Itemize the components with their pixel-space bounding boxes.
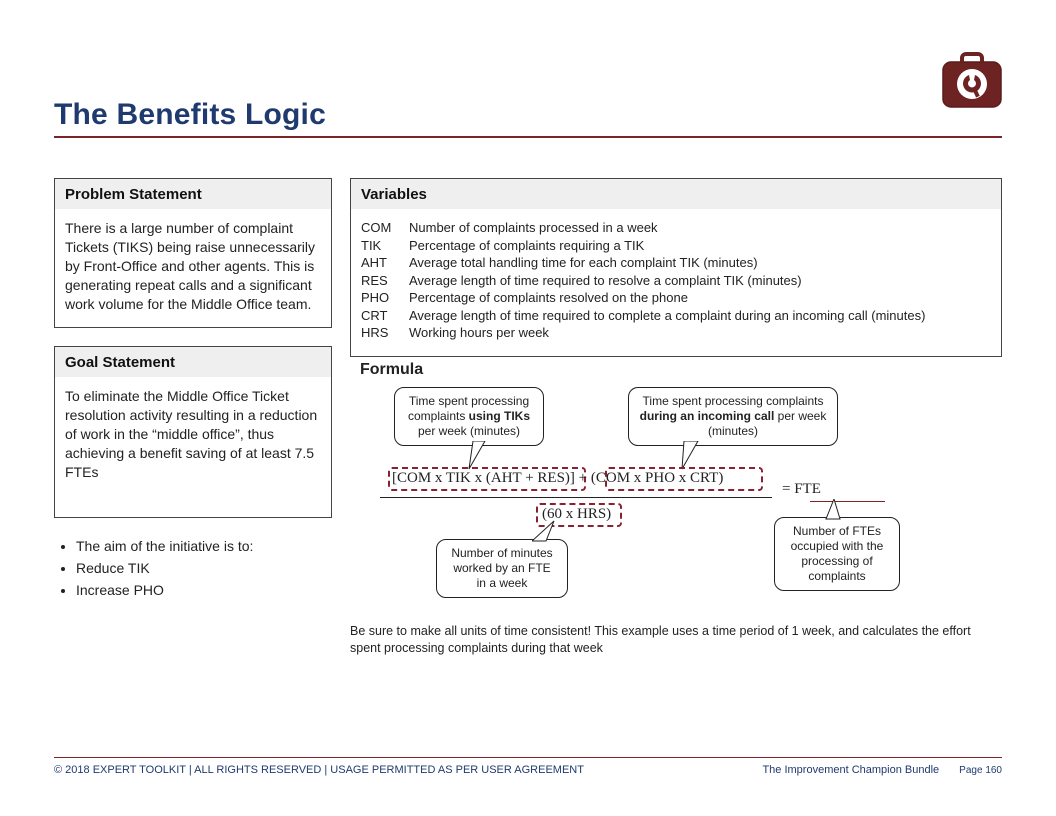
variable-row: HRSWorking hours per week bbox=[361, 324, 991, 342]
variable-key: HRS bbox=[361, 324, 409, 342]
variable-row: AHTAverage total handling time for each … bbox=[361, 254, 991, 272]
variable-key: COM bbox=[361, 219, 409, 237]
variable-key: AHT bbox=[361, 254, 409, 272]
variable-row: PHOPercentage of complaints resolved on … bbox=[361, 289, 991, 307]
variable-key: TIK bbox=[361, 237, 409, 255]
footer-copyright: © 2018 EXPERT TOOLKIT | ALL RIGHTS RESER… bbox=[54, 764, 584, 776]
bullet-item: Reduce TIK bbox=[76, 558, 332, 580]
variable-row: TIKPercentage of complaints requiring a … bbox=[361, 237, 991, 255]
formula-diagram: Time spent processing complaints using T… bbox=[350, 387, 1002, 617]
variable-desc: Average length of time required to compl… bbox=[409, 307, 925, 325]
page-footer: © 2018 EXPERT TOOLKIT | ALL RIGHTS RESER… bbox=[54, 757, 1002, 776]
bullet-item: Increase PHO bbox=[76, 580, 332, 602]
callout-minutes: Number of minutes worked by an FTE in a … bbox=[436, 539, 568, 598]
footer-bundle: The Improvement Champion Bundle bbox=[762, 764, 939, 776]
formula-note: Be sure to make all units of time consis… bbox=[350, 623, 1002, 657]
problem-body: There is a large number of complaint Tic… bbox=[55, 209, 331, 327]
goal-heading: Goal Statement bbox=[55, 347, 331, 377]
goal-body: To eliminate the Middle Office Ticket re… bbox=[55, 377, 331, 517]
variable-key: CRT bbox=[361, 307, 409, 325]
variable-desc: Average length of time required to resol… bbox=[409, 272, 802, 290]
page-title: The Benefits Logic bbox=[54, 98, 1002, 132]
title-rule bbox=[54, 136, 1002, 138]
callout-call-bold: during an incoming call bbox=[640, 409, 775, 423]
variable-desc: Working hours per week bbox=[409, 324, 549, 342]
fraction-bar bbox=[380, 497, 772, 498]
footer-page-label: Page bbox=[959, 765, 982, 776]
problem-statement-panel: Problem Statement There is a large numbe… bbox=[54, 178, 332, 328]
initiative-bullets: The aim of the initiative is to: Reduce … bbox=[76, 536, 332, 601]
footer-page-num: 160 bbox=[985, 765, 1002, 776]
callout-tiks-bold: using TIKs bbox=[469, 409, 530, 423]
callout-tiks-post: per week (minutes) bbox=[418, 424, 520, 438]
formula-heading: Formula bbox=[360, 361, 1002, 379]
variable-desc: Percentage of complaints resolved on the… bbox=[409, 289, 688, 307]
variable-desc: Number of complaints processed in a week bbox=[409, 219, 658, 237]
callout-call: Time spent processing complaints during … bbox=[628, 387, 838, 446]
formula-right: (COM x PHO x CRT) bbox=[591, 470, 723, 486]
variables-heading: Variables bbox=[351, 179, 1001, 209]
variable-key: RES bbox=[361, 272, 409, 290]
callout-tail bbox=[820, 499, 846, 521]
variable-key: PHO bbox=[361, 289, 409, 307]
callout-fte: Number of FTEs occupied with the process… bbox=[774, 517, 900, 591]
variable-row: COMNumber of complaints processed in a w… bbox=[361, 219, 991, 237]
formula-numerator: [COM x TIK x (AHT + RES)] + (COM x PHO x… bbox=[392, 470, 723, 487]
bullet-intro: The aim of the initiative is to: bbox=[76, 536, 332, 558]
variable-row: RESAverage length of time required to re… bbox=[361, 272, 991, 290]
callout-tiks: Time spent processing complaints using T… bbox=[394, 387, 544, 446]
callout-tail bbox=[532, 519, 562, 543]
callout-call-pre: Time spent processing complaints bbox=[643, 394, 824, 408]
formula-left: [COM x TIK x (AHT + RES)] bbox=[392, 470, 575, 486]
variable-desc: Average total handling time for each com… bbox=[409, 254, 758, 272]
variables-panel: Variables COMNumber of complaints proces… bbox=[350, 178, 1002, 357]
variable-desc: Percentage of complaints requiring a TIK bbox=[409, 237, 644, 255]
variables-body: COMNumber of complaints processed in a w… bbox=[351, 209, 1001, 356]
variable-row: CRTAverage length of time required to co… bbox=[361, 307, 991, 325]
formula-equals: = FTE bbox=[782, 481, 821, 498]
goal-statement-panel: Goal Statement To eliminate the Middle O… bbox=[54, 346, 332, 518]
toolkit-icon bbox=[942, 52, 1002, 108]
problem-heading: Problem Statement bbox=[55, 179, 331, 209]
formula-plus: + bbox=[575, 470, 591, 486]
